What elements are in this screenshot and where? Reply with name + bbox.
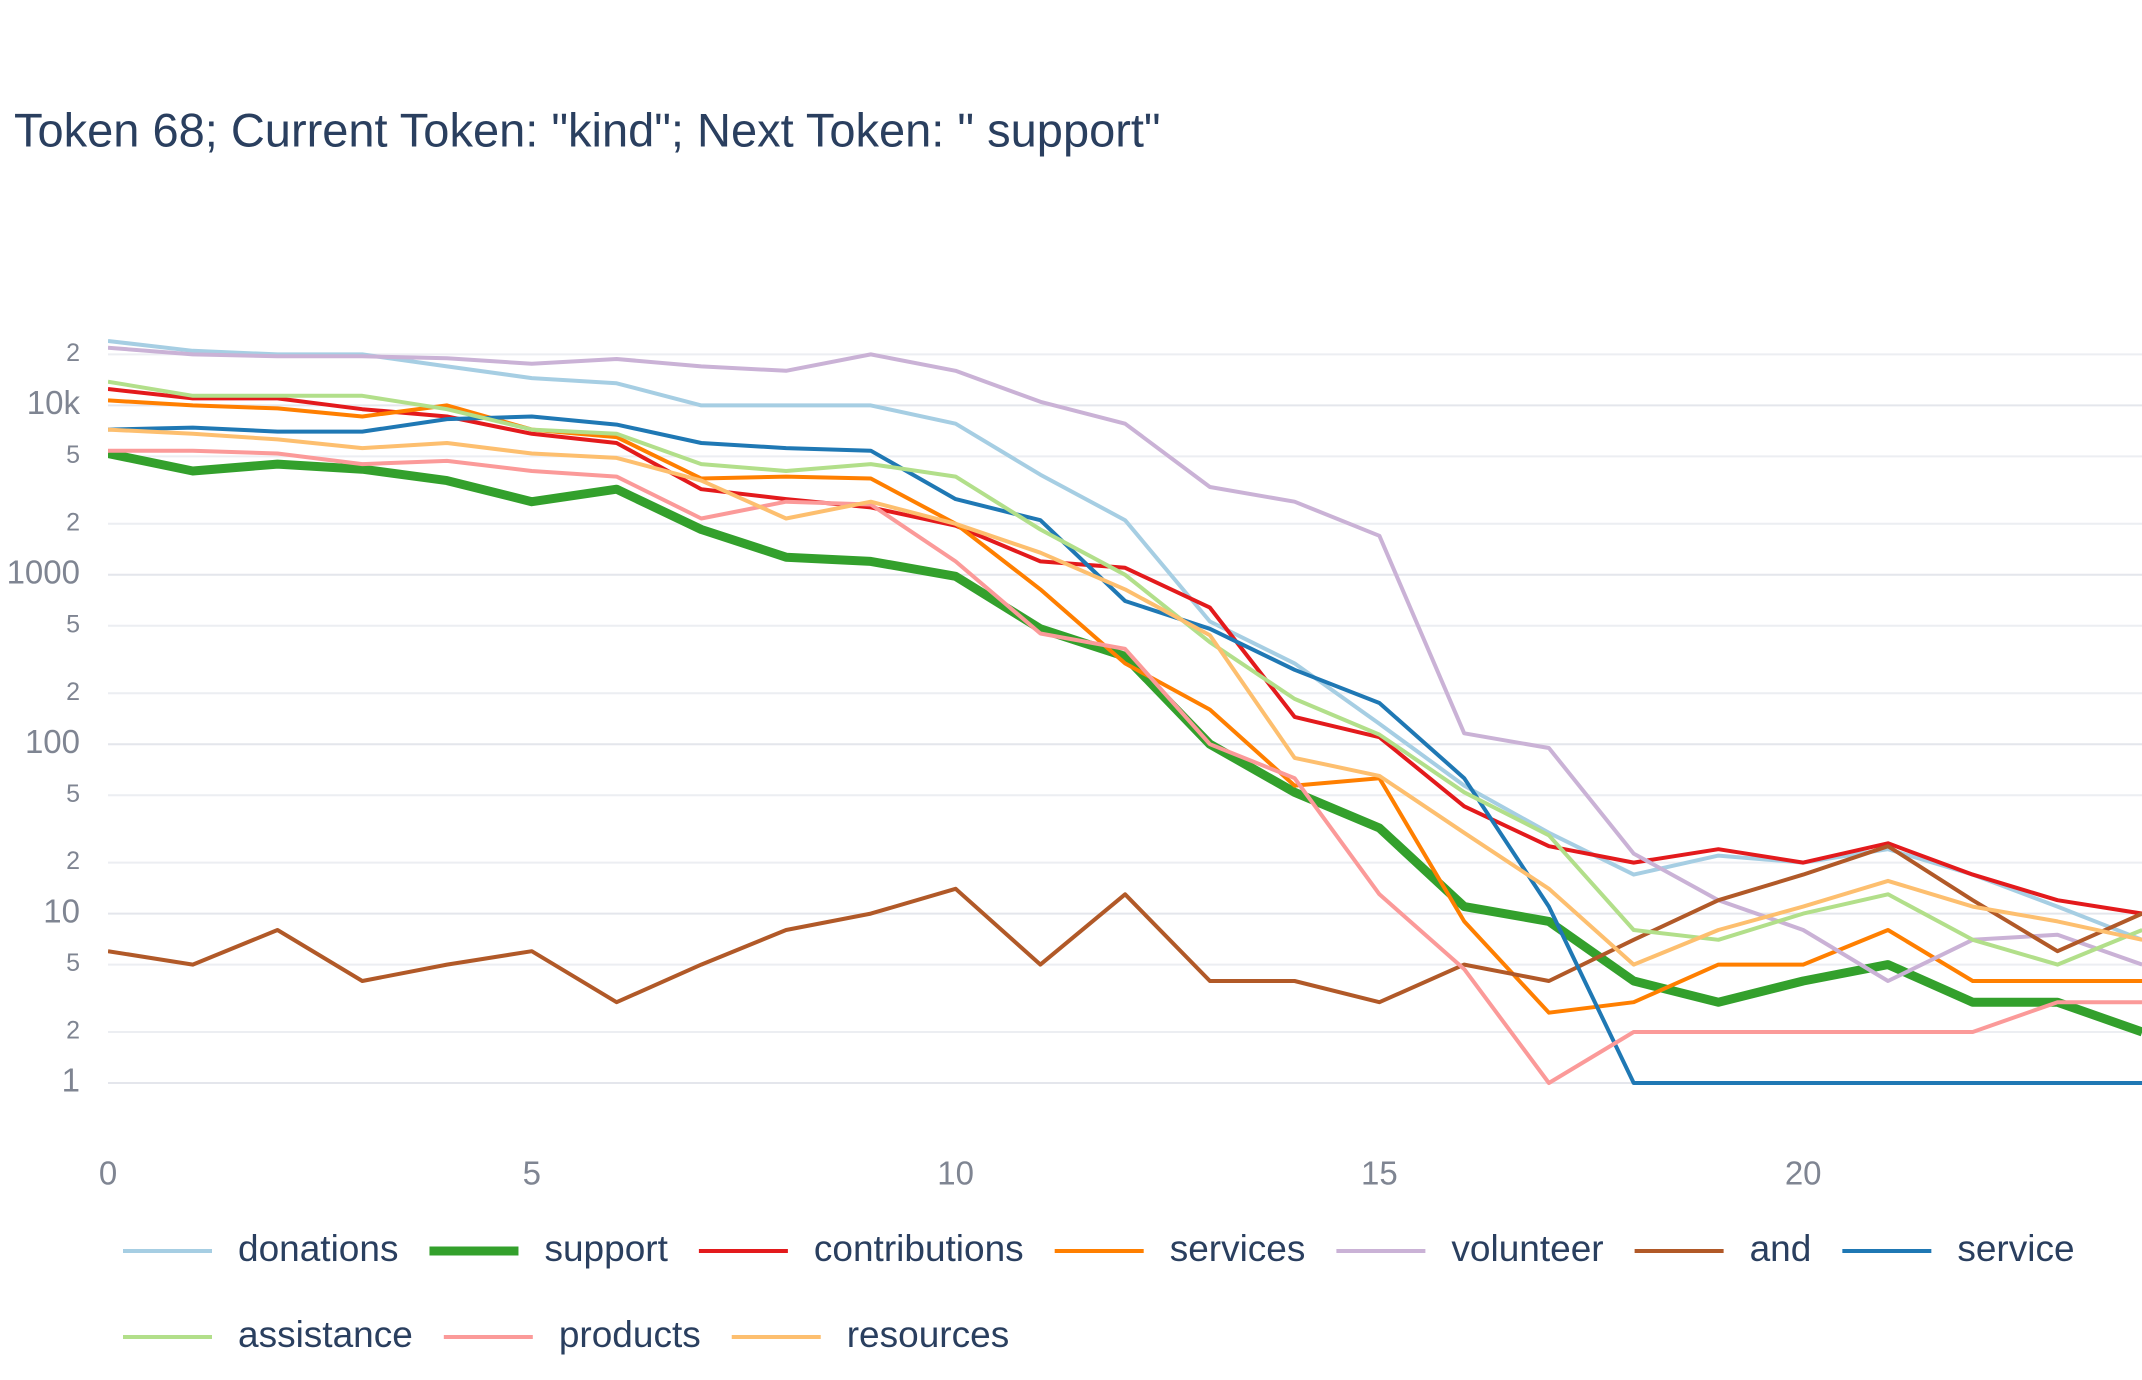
series-line: [108, 379, 2142, 967]
legend-item: products: [443, 1314, 701, 1355]
y-tick-label: 100: [25, 723, 80, 760]
legend-label: and: [1750, 1228, 1812, 1269]
legend-label: support: [544, 1228, 668, 1269]
series-line: [108, 427, 2142, 967]
series-line: [108, 414, 2142, 1085]
legend-item: volunteer: [1336, 1228, 1604, 1269]
legend-label: contributions: [814, 1228, 1024, 1269]
legend-item: donations: [123, 1228, 398, 1269]
legend-label: volunteer: [1451, 1228, 1603, 1269]
legend-label: assistance: [238, 1314, 413, 1355]
legend-item: assistance: [123, 1314, 413, 1355]
x-tick-label: 0: [99, 1155, 117, 1192]
series-line: [108, 844, 2142, 1005]
x-tick-label: 5: [523, 1155, 541, 1192]
legend-item: services: [1054, 1228, 1306, 1269]
y-tick-label: 5: [66, 441, 80, 469]
legend-item: resources: [731, 1314, 1009, 1355]
series-line: [108, 387, 2142, 916]
chart-title: Token 68; Current Token: "kind"; Next To…: [14, 103, 1161, 156]
y-tick-label: 1: [62, 1062, 80, 1099]
y-tick-label: 1000: [7, 554, 80, 591]
legend-item: service: [1842, 1228, 2075, 1269]
legend: donations support contributions services vol…: [123, 1228, 2075, 1355]
legend-label: service: [1957, 1228, 2074, 1269]
plot-area: [108, 339, 2142, 1085]
y-tick-label: 2: [66, 1017, 80, 1045]
legend-label: resources: [847, 1314, 1009, 1355]
y-tick-label: 2: [66, 678, 80, 706]
y-tick-label: 10k: [27, 384, 81, 421]
x-tick-label: 15: [1361, 1155, 1398, 1192]
legend-item: and: [1634, 1228, 1812, 1269]
y-tick-label: 5: [66, 780, 80, 808]
y-tick-label: 5: [66, 610, 80, 638]
series-line: [108, 339, 2142, 942]
series-line: [108, 345, 2142, 983]
legend-label: donations: [238, 1228, 398, 1269]
legend-label: products: [559, 1314, 701, 1355]
legend-label: services: [1170, 1228, 1306, 1269]
series-line: [108, 449, 2142, 1037]
x-tick-label: 10: [937, 1155, 974, 1192]
y-tick-label: 2: [66, 847, 80, 875]
y-tick-label: 10: [43, 892, 80, 929]
y-tick-label: 2: [66, 339, 80, 367]
y-tick-label: 2: [66, 508, 80, 536]
x-tick-label: 20: [1785, 1155, 1822, 1192]
series-line: [108, 398, 2142, 1015]
legend-item: contributions: [698, 1228, 1024, 1269]
y-tick-label: 5: [66, 949, 80, 977]
legend-item: support: [429, 1228, 669, 1269]
series-line: [108, 448, 2142, 1085]
